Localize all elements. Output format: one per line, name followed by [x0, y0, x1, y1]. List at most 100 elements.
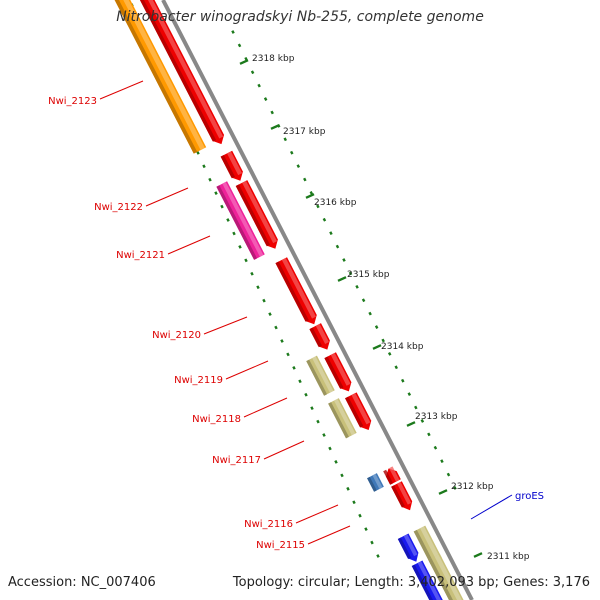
svg-text:Nwi_2120: Nwi_2120 [152, 330, 201, 341]
gene-nwi-2116-red-arrow [383, 466, 401, 485]
kbp-label: 2312 kbp [451, 482, 494, 492]
inner-tick-dot [196, 150, 200, 155]
outer-tick-dot [290, 150, 294, 155]
genome-summary-text: Topology: circular; Length: 3,402,093 bp… [232, 575, 590, 590]
outer-tick-dot [257, 83, 261, 88]
gene-groES-khaki-bar [413, 525, 443, 565]
map-title: Nitrobacter winogradskyi Nb-255, complet… [116, 9, 484, 25]
inner-tick-dot [346, 486, 350, 491]
gene-label-nwi-2119: Nwi_2119 [174, 360, 269, 386]
inner-tick-dot [268, 312, 272, 316]
inner-tick-dot [208, 177, 212, 182]
inner-tick-dot [298, 379, 302, 384]
gene-nwi-2123-orange-bar [114, 0, 207, 154]
outer-tick-dot [231, 30, 235, 34]
gene-nwi-2121-magenta-bar [216, 181, 265, 260]
inner-tick-dot [250, 271, 254, 276]
outer-tick-dot [303, 177, 307, 182]
outer-tick-dot [407, 392, 412, 397]
gene-lower-khaki-bar [428, 553, 464, 600]
gene-label-nwi-2120: Nwi_2120 [152, 316, 248, 341]
gene-label-nwi-2116: Nwi_2116 [244, 504, 339, 530]
gene-nwi-2122-arrow [220, 150, 243, 181]
outer-tick-dot [296, 164, 301, 169]
outer-tick-dot [263, 97, 268, 101]
outer-tick-dot [335, 244, 340, 249]
inner-tick-dot [280, 339, 284, 343]
gene-nwi-2117-red-arrow [345, 392, 372, 430]
inner-tick-dot [322, 433, 326, 437]
outer-tick-dot [237, 43, 242, 48]
gene-label-nwi-2123: Nwi_2123 [48, 80, 144, 107]
inner-tick-dot [352, 500, 356, 505]
outer-tick-dot [329, 231, 333, 236]
gene-nwi-2119-khaki-bar [306, 355, 335, 396]
svg-text:Nwi_2118: Nwi_2118 [192, 414, 241, 425]
inner-tick-dot [334, 460, 338, 464]
gene-label-nwi-2117: Nwi_2117 [212, 440, 305, 466]
svg-text:Nwi_2117: Nwi_2117 [212, 455, 261, 466]
inner-tick-dot [310, 406, 314, 411]
inner-tick-dot [376, 554, 380, 558]
major-tick [270, 124, 280, 130]
major-tick [438, 489, 448, 495]
gene-nwi-2123-arrow [139, 0, 225, 145]
svg-text:Nwi_2121: Nwi_2121 [116, 250, 165, 261]
gene-nwi-2121-arrow [235, 180, 278, 249]
inner-tick-dot [358, 513, 362, 518]
svg-text:Nwi_2123: Nwi_2123 [48, 96, 97, 107]
gene-nwi-2118-khaki-bar [328, 398, 357, 439]
gene-label-groes: groES [470, 491, 544, 520]
gene-nwi-2120-arrow [275, 257, 317, 325]
kbp-label: 2314 kbp [381, 342, 424, 352]
gene-nwi-2119-red-arrow [309, 323, 330, 350]
inner-tick-dot [328, 446, 332, 451]
inner-tick-dot [262, 298, 266, 303]
outer-tick-dot [361, 298, 366, 303]
outer-tick-dot [401, 378, 405, 383]
inner-tick-dot [274, 325, 278, 330]
gene-groES-blue-arrow [397, 533, 419, 562]
inner-tick-dot [220, 204, 224, 209]
gene-lower-blue-bar [411, 560, 443, 600]
major-tick [372, 344, 382, 350]
outer-tick-dot [433, 445, 438, 450]
major-tick [337, 276, 347, 282]
outer-tick-dot [387, 351, 392, 356]
svg-text:Nwi_2122: Nwi_2122 [94, 202, 143, 213]
accession-text: Accession: NC_007406 [8, 575, 156, 590]
outer-tick-dot [316, 204, 320, 209]
kbp-label: 2317 kbp [283, 127, 326, 137]
inner-tick-dot [292, 365, 296, 370]
outer-tick-dot [420, 419, 425, 423]
outer-tick-dot [414, 405, 418, 410]
gene-label-nwi-2118: Nwi_2118 [192, 397, 288, 425]
gene-labels: Nwi_2123 Nwi_2122 Nwi_2121 Nwi_2120 Nwi_2119… [48, 80, 544, 551]
genome-backbone [161, 0, 474, 600]
inner-tick-dot [286, 352, 290, 357]
svg-text:Nwi_2116: Nwi_2116 [244, 519, 293, 530]
outer-tick-dot [427, 432, 431, 437]
inner-tick-dot [370, 540, 374, 545]
gene-label-nwi-2122: Nwi_2122 [94, 187, 189, 213]
outer-tick-dot [453, 486, 457, 490]
gene-nwi-2116-steel-bar [367, 473, 384, 492]
inner-tick-dot [202, 164, 206, 169]
svg-text:Nwi_2115: Nwi_2115 [256, 540, 305, 551]
outer-tick-dot [440, 459, 444, 464]
outer-tick-dot [309, 191, 314, 195]
inner-tick-dot [214, 191, 218, 196]
gene-features [114, 0, 464, 600]
major-tick [239, 59, 249, 65]
svg-text:Nwi_2119: Nwi_2119 [174, 375, 223, 386]
outer-tick-dot [270, 110, 274, 115]
inner-tick-dot [244, 258, 248, 263]
gene-nwi-2118-red-arrow [324, 352, 352, 392]
inner-tick-dot [364, 527, 368, 532]
outer-tick-dot [342, 258, 346, 262]
gene-nwi-2115-arrow [391, 481, 413, 511]
kbp-label: 2313 kbp [415, 412, 458, 422]
outer-tick-dot [355, 284, 359, 289]
gene-label-nwi-2121: Nwi_2121 [116, 235, 211, 261]
